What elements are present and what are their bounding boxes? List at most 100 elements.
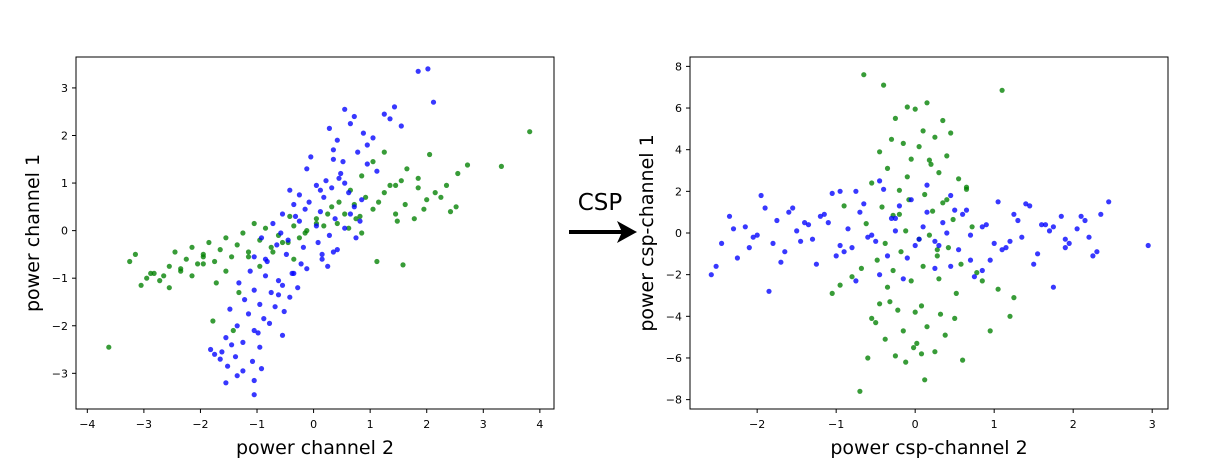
right-green-point: [908, 278, 914, 284]
right-y-tick-label: 2: [675, 185, 682, 198]
left-blue-point: [249, 358, 256, 364]
right-blue-point: [782, 249, 788, 255]
right-blue-point: [892, 215, 899, 221]
right-green-point: [926, 232, 933, 238]
left-blue-point: [313, 223, 319, 229]
left-green-point: [251, 220, 257, 227]
right-blue-point: [1145, 242, 1151, 249]
left-blue-point: [381, 111, 387, 117]
left-green-point: [346, 225, 352, 231]
left-green-point: [424, 197, 430, 203]
left-blue-point: [234, 373, 240, 379]
left-green-point: [195, 261, 201, 267]
left-blue-point: [296, 218, 302, 224]
left-blue-point: [272, 304, 278, 310]
right-green-point: [912, 106, 918, 112]
right-blue-point: [1011, 211, 1017, 217]
right-x-ticks: −2 −1 0 1 2 3: [749, 409, 1156, 431]
right-green-point: [918, 303, 925, 309]
left-blue-point: [287, 187, 293, 193]
left-y-tick-label: −2: [52, 320, 68, 333]
left-blue-point: [317, 209, 323, 215]
right-green-point: [903, 228, 909, 234]
left-green-point: [381, 190, 387, 196]
right-green-point: [861, 72, 867, 78]
left-green-point: [144, 275, 150, 281]
left-green-point: [291, 223, 297, 229]
left-green-point: [411, 216, 417, 222]
left-blue-point: [283, 251, 289, 257]
left-green-point: [313, 216, 319, 222]
left-blue-point: [257, 301, 263, 307]
left-green-point: [302, 230, 308, 236]
left-blue-point: [298, 261, 304, 267]
left-green-point: [415, 175, 421, 181]
left-blue-point: [275, 292, 282, 298]
right-y-tick-label: −4: [666, 310, 682, 323]
right-green-point: [898, 249, 904, 255]
left-green-point: [223, 268, 229, 274]
right-blue-point: [766, 288, 772, 294]
right-green-point: [900, 328, 906, 334]
left-y-tick-label: −1: [52, 272, 68, 285]
right-blue-point: [877, 178, 883, 184]
right-blue-point: [979, 224, 985, 230]
left-blue-point: [355, 149, 361, 155]
right-blue-point: [821, 211, 827, 217]
right-green-point: [926, 157, 933, 163]
right-blue-point: [1106, 199, 1112, 205]
left-blue-point: [330, 156, 336, 162]
left-green-point: [415, 185, 421, 191]
left-green-point: [210, 318, 216, 324]
left-green-point: [334, 220, 340, 227]
right-blue-point: [813, 261, 820, 267]
left-green-point: [161, 273, 167, 279]
left-blue-point: [317, 187, 323, 193]
left-blue-point: [279, 282, 286, 288]
left-scatter-panel: −4 −3 −2 −1 0 1 2 3 4 −3 −2 −1 0 1 2 3 power channel 2…: [22, 56, 555, 459]
right-green-point: [869, 315, 875, 321]
right-blue-point: [825, 220, 831, 226]
right-green-point: [956, 176, 962, 182]
left-green-point: [291, 256, 297, 262]
left-blue-point: [225, 363, 231, 369]
left-blue-point: [364, 161, 370, 167]
left-blue-point: [347, 211, 353, 217]
right-blue-point: [802, 220, 808, 226]
right-green-point: [930, 208, 936, 214]
left-blue-point: [319, 256, 325, 262]
left-green-point: [270, 249, 276, 255]
left-green-point: [236, 289, 242, 296]
left-blue-point: [279, 211, 286, 217]
right-green-point: [922, 191, 928, 198]
right-blue-point: [948, 263, 954, 269]
left-x-tick-label: −1: [249, 418, 265, 431]
right-green-point: [942, 332, 948, 338]
right-green-point: [890, 267, 896, 274]
left-green-point: [453, 204, 459, 210]
left-blue-point: [364, 142, 370, 148]
left-blue-point: [219, 349, 225, 355]
right-green-point: [900, 140, 906, 146]
left-blue-point: [308, 154, 314, 160]
right-green-point: [829, 290, 835, 296]
left-blue-point: [245, 311, 252, 317]
left-green-point: [325, 211, 331, 217]
left-green-point: [240, 230, 246, 236]
left-blue-point: [332, 216, 338, 222]
left-blue-point: [338, 170, 344, 177]
right-green-point: [904, 104, 910, 110]
left-blue-point: [262, 273, 269, 279]
left-green-point: [404, 166, 410, 172]
right-green-point: [882, 336, 888, 342]
left-blue-point: [334, 247, 340, 253]
left-green-point: [421, 206, 427, 212]
left-green-point: [387, 182, 393, 188]
left-green-point: [296, 235, 302, 241]
left-points: [106, 66, 533, 398]
left-blue-point: [334, 137, 340, 143]
left-x-ticks: −4 −3 −2 −1 0 1 2 3 4: [79, 409, 543, 431]
right-green-point: [874, 257, 880, 263]
right-blue-point: [979, 267, 985, 274]
right-blue-point: [774, 217, 780, 224]
